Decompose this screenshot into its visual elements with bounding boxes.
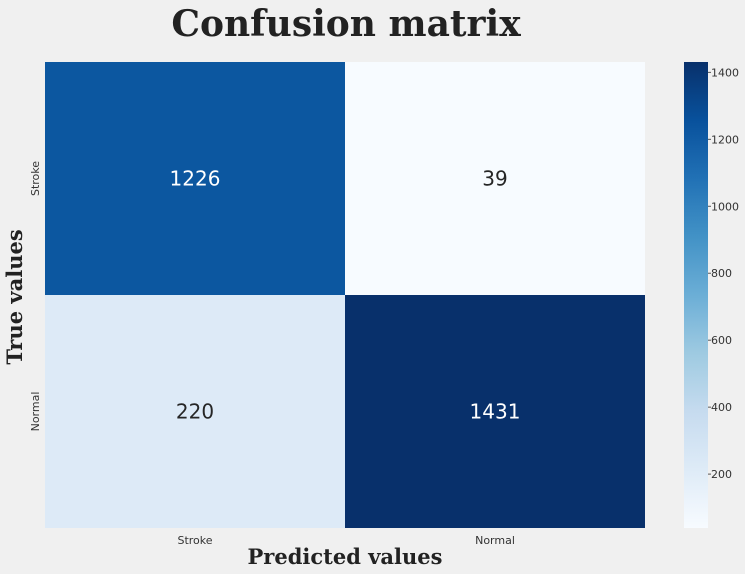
colorbar-tick-label: 400 [711, 401, 732, 414]
colorbar-tick-label: 600 [711, 334, 732, 347]
heatmap-cell-stroke-stroke [45, 62, 345, 295]
y-tick-label: Normal [29, 392, 42, 432]
cell-value-label: 39 [482, 167, 507, 191]
cell-value-label: 220 [176, 400, 214, 424]
heatmap-cell-normal-normal [345, 295, 645, 528]
heatmap-grid: 1226 39 220 1431 [45, 62, 645, 528]
heatmap-cell-stroke-normal [345, 62, 645, 295]
y-tick-label: Stroke [29, 161, 42, 196]
colorbar-tick-label: 200 [711, 468, 732, 481]
y-axis-label: True values [2, 229, 27, 364]
x-tick-label: Normal [475, 534, 515, 547]
colorbar-tick-label: 800 [711, 267, 732, 280]
cell-value-label: 1431 [470, 400, 521, 424]
colorbar-tick-label: 1000 [711, 200, 739, 213]
chart-title: Confusion matrix [171, 3, 521, 45]
colorbar-tick-label: 1400 [711, 66, 739, 79]
colorbar: 200 400 600 800 1000 1200 1400 [684, 62, 739, 528]
x-tick-labels: Stroke Normal [177, 534, 514, 547]
y-tick-labels: Stroke Normal [29, 161, 42, 432]
colorbar-gradient [684, 62, 708, 528]
x-axis-label: Predicted values [248, 544, 443, 569]
x-tick-label: Stroke [177, 534, 212, 547]
colorbar-tick-label: 1200 [711, 133, 739, 146]
cell-value-label: 1226 [170, 167, 221, 191]
heatmap-cell-normal-stroke [45, 295, 345, 528]
